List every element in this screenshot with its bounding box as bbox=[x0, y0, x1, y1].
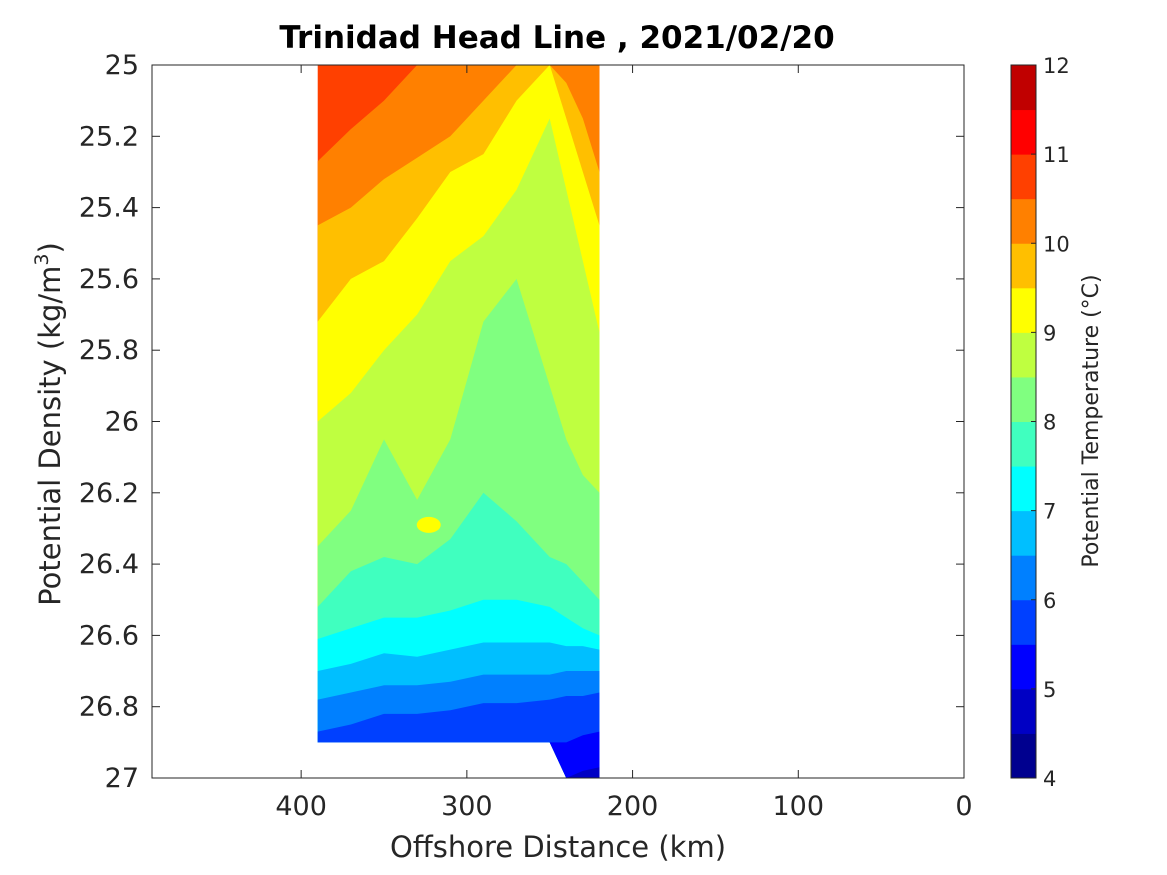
y-axis-ticks: 25 25.2 25.4 25.6 25.8 26 26.2 26.4 26.6 26.8 27 bbox=[79, 50, 964, 794]
colorbar-segment bbox=[1011, 421, 1036, 467]
y-tick-label: 25.8 bbox=[79, 335, 139, 366]
y-tick-label: 25.4 bbox=[79, 193, 139, 224]
y-tick-label: 25.6 bbox=[79, 264, 139, 295]
colorbar-label: Potential Temperature (°C) bbox=[1079, 274, 1104, 567]
colorbar-segment bbox=[1011, 287, 1036, 333]
colorbar-segment bbox=[1011, 243, 1036, 289]
contour-band-6 bbox=[317, 692, 600, 778]
colorbar-tick-label: 12 bbox=[1043, 54, 1070, 78]
colorbar-segment bbox=[1011, 688, 1036, 734]
colorbar-segment bbox=[1011, 376, 1036, 422]
colorbar-segment bbox=[1011, 65, 1036, 111]
x-axis-ticks: 400 300 200 100 0 bbox=[275, 65, 973, 822]
x-axis-label: Offshore Distance (km) bbox=[390, 830, 726, 864]
colorbar-tick-label: 8 bbox=[1043, 411, 1056, 435]
colorbar-tick-label: 7 bbox=[1043, 500, 1056, 524]
y-axis-label: Potential Density (kg/m3) bbox=[31, 242, 67, 606]
y-axis-label-text: Potential Density (kg/m bbox=[33, 266, 67, 606]
colorbar-segment bbox=[1011, 198, 1036, 244]
y-tick-label: 25 bbox=[105, 50, 139, 81]
y-tick-label: 26.8 bbox=[79, 692, 139, 723]
colorbar-tick-label: 11 bbox=[1043, 143, 1070, 167]
y-tick-label: 26.6 bbox=[79, 620, 139, 651]
colorbar-segment bbox=[1011, 733, 1036, 779]
colorbar-segment bbox=[1011, 109, 1036, 155]
colorbar-tick-label: 5 bbox=[1043, 678, 1056, 702]
colorbar-segment bbox=[1011, 154, 1036, 200]
x-tick-label: 200 bbox=[607, 791, 659, 822]
temperature-contour-fill bbox=[317, 65, 600, 779]
y-tick-label: 25.2 bbox=[79, 121, 139, 152]
y-tick-label: 26.4 bbox=[79, 549, 139, 580]
plot-area: 400 300 200 100 0 25 25.2 25.4 25.6 25.8 26 26.2 26… bbox=[79, 50, 973, 822]
warm-patch bbox=[416, 516, 441, 533]
colorbar-segment bbox=[1011, 332, 1036, 378]
colorbar-segment bbox=[1011, 644, 1036, 690]
contour-band-5.5 bbox=[317, 731, 600, 778]
colorbar: 4 5 6 7 8 9 10 11 12 bbox=[1010, 54, 1070, 791]
colorbar-segment bbox=[1011, 599, 1036, 645]
y-axis-label-superscript: 3 bbox=[31, 253, 53, 265]
y-axis-label-close: ) bbox=[33, 242, 67, 253]
colorbar-tick-label: 10 bbox=[1043, 232, 1070, 256]
y-tick-label: 26 bbox=[105, 407, 139, 438]
colorbar-tick-label: 6 bbox=[1043, 589, 1056, 613]
x-tick-label: 400 bbox=[275, 791, 327, 822]
x-tick-label: 0 bbox=[955, 791, 972, 822]
x-tick-label: 300 bbox=[441, 791, 493, 822]
colorbar-segment bbox=[1011, 510, 1036, 556]
colorbar-tick-label: 4 bbox=[1043, 767, 1056, 791]
x-tick-label: 100 bbox=[773, 791, 825, 822]
colorbar-tick-label: 9 bbox=[1043, 321, 1056, 345]
colorbar-segment bbox=[1011, 466, 1036, 512]
chart-title: Trinidad Head Line , 2021/02/20 bbox=[279, 20, 834, 56]
y-tick-label: 27 bbox=[105, 763, 139, 794]
colorbar-segment bbox=[1011, 555, 1036, 601]
y-tick-label: 26.2 bbox=[79, 478, 139, 509]
